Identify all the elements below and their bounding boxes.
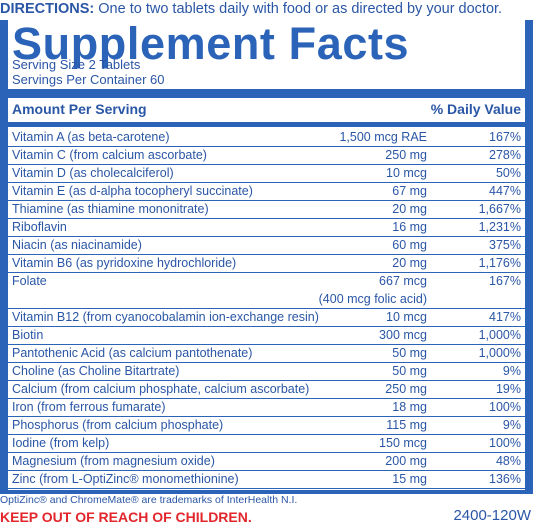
nutrient-name: Riboflavin [12, 220, 67, 234]
nutrient-name: Biotin [12, 328, 44, 342]
nutrient-name: Phosphorus (from calcium phosphate) [12, 418, 224, 432]
nutrient-row: Vitamin B12 (from cyanocobalamin ion-exc… [8, 309, 525, 327]
nutrient-name: Vitamin B12 (from cyanocobalamin ion-exc… [12, 310, 319, 324]
nutrient-amount: 667 mcg [379, 274, 427, 288]
nutrient-name: Vitamin E (as d-alpha tocopheryl succina… [12, 184, 253, 198]
servings-per-container: Servings Per Container 60 [12, 72, 165, 87]
nutrient-name: Niacin (as niacinamide) [12, 238, 142, 252]
nutrient-name: Iron (from ferrous fumarate) [12, 400, 166, 414]
nutrient-amount: 115 mg [386, 418, 427, 432]
nutrient-name: Thiamine (as thiamine mononitrate) [12, 202, 209, 216]
nutrient-amount: 15 mg [392, 472, 427, 486]
directions-label: DIRECTIONS: [0, 1, 95, 17]
nutrient-row: Vitamin B6 (as pyridoxine hydrochloride)… [8, 255, 525, 273]
nutrient-daily-value: 9% [502, 418, 521, 432]
nutrient-row: Thiamine (as thiamine mononitrate) 20 mg 1… [8, 201, 525, 219]
supplement-facts-panel: Supplement Facts Serving Size 2 Tablets … [0, 18, 533, 494]
nutrient-row: Iodine (from kelp) 150 mcg 100% [8, 435, 525, 453]
nutrient-daily-value: 1,000% [478, 328, 521, 342]
nutrient-name: Vitamin D (as cholecalciferol) [12, 166, 174, 180]
nutrient-name: Zinc (from L-OptiZinc® monomethionine) [12, 472, 239, 486]
nutrient-daily-value: 1,667% [478, 202, 521, 216]
supplement-facts-title: Supplement Facts [12, 18, 410, 69]
nutrient-daily-value: 167% [489, 274, 521, 288]
nutrient-daily-value: 100% [489, 436, 521, 450]
nutrient-amount: 18 mg [392, 400, 427, 414]
nutrient-amount: 200 mg [385, 454, 427, 468]
nutrient-row: Phosphorus (from calcium phosphate) 115 m… [8, 417, 525, 435]
nutrient-name: Vitamin C (from calcium ascorbate) [12, 148, 207, 162]
product-code: 2400-120W [453, 507, 531, 524]
nutrient-row: Vitamin A (as beta-carotene) 1,500 mcg RA… [8, 129, 525, 147]
nutrient-name: Vitamin B6 (as pyridoxine hydrochloride) [12, 256, 237, 270]
nutrient-name: Calcium (from calcium phosphate, calcium… [12, 382, 310, 396]
nutrient-name: Folate [12, 274, 47, 288]
nutrient-daily-value: 48% [495, 454, 521, 468]
table-header: Amount Per Serving % Daily Value [12, 101, 521, 118]
nutrient-row: Zinc (from L-OptiZinc® monomethionine) 15… [8, 471, 525, 489]
nutrient-row: Vitamin C (from calcium ascorbate) 250 mg… [8, 147, 525, 165]
daily-value-header: % Daily Value [430, 101, 521, 117]
nutrient-daily-value: 1,231% [478, 220, 521, 234]
nutrient-name: Pantothenic Acid (as calcium pantothenat… [12, 346, 253, 360]
nutrient-amount: 250 mg [385, 148, 427, 162]
nutrient-row: Magnesium (from magnesium oxide) 200 mg 48… [8, 453, 525, 471]
thick-divider [8, 89, 525, 98]
nutrient-amount: 1,500 mcg RAE [339, 130, 427, 144]
nutrient-amount: 10 mcg [386, 166, 427, 180]
serving-size: Serving Size 2 Tablets [12, 57, 141, 72]
nutrient-daily-value: 167% [489, 130, 521, 144]
nutrient-amount: 300 mcg [379, 328, 427, 342]
nutrient-amount: 50 mg [392, 364, 427, 378]
header-divider [8, 122, 525, 127]
nutrient-name: Choline (as Choline Bitartrate) [12, 364, 180, 378]
nutrient-daily-value: 447% [489, 184, 521, 198]
nutrient-amount: 16 mg [392, 220, 427, 234]
directions: DIRECTIONS: One to two tablets daily wit… [0, 0, 533, 18]
nutrient-daily-value: 50% [495, 166, 521, 180]
nutrient-name: Vitamin A (as beta-carotene) [12, 130, 170, 144]
nutrient-daily-value: 136% [489, 472, 521, 486]
nutrient-daily-value: 19% [495, 382, 521, 396]
nutrient-amount: 20 mg [392, 256, 427, 270]
nutrient-row: Vitamin D (as cholecalciferol) 10 mcg 50% [8, 165, 525, 183]
directions-text: One to two tablets daily with food or as… [94, 1, 503, 17]
nutrient-row: Niacin (as niacinamide) 60 mg 375% [8, 237, 525, 255]
nutrient-row: Calcium (from calcium phosphate, calcium… [8, 381, 525, 399]
nutrient-amount: 67 mg [392, 184, 427, 198]
nutrient-amount: 250 mg [385, 382, 427, 396]
nutrient-name: Magnesium (from magnesium oxide) [12, 454, 215, 468]
nutrient-daily-value: 375% [489, 238, 521, 252]
nutrient-amount: 50 mg [392, 346, 427, 360]
nutrient-rows: Vitamin A (as beta-carotene) 1,500 mcg RA… [8, 129, 525, 489]
nutrient-amount-detail: (400 mcg folic acid) [318, 292, 427, 306]
nutrient-row: Biotin 300 mcg 1,000% [8, 327, 525, 345]
nutrient-row: Pantothenic Acid (as calcium pantothenat… [8, 345, 525, 363]
nutrient-row: Riboflavin 16 mg 1,231% [8, 219, 525, 237]
nutrient-name: Iodine (from kelp) [12, 436, 110, 450]
nutrient-row: Vitamin E (as d-alpha tocopheryl succina… [8, 183, 525, 201]
nutrient-daily-value: 417% [489, 310, 521, 324]
footnote-text: OptiZinc® and ChromeMate® are trademarks… [0, 494, 298, 506]
nutrient-amount: 60 mg [392, 238, 427, 252]
trademark-footnote: OptiZinc® and ChromeMate® are trademarks… [0, 494, 297, 507]
nutrient-daily-value: 278% [489, 148, 521, 162]
nutrient-amount: 150 mcg [379, 436, 427, 450]
supplement-facts-inner: Supplement Facts Serving Size 2 Tablets … [8, 18, 525, 490]
nutrient-daily-value: 9% [502, 364, 521, 378]
amount-per-serving-header: Amount Per Serving [12, 101, 147, 117]
nutrient-daily-value: 1,176% [478, 256, 521, 270]
child-warning: KEEP OUT OF REACH OF CHILDREN. [0, 509, 252, 525]
nutrient-amount: 10 mcg [386, 310, 427, 324]
nutrient-row: Iron (from ferrous fumarate) 18 mg 100% [8, 399, 525, 417]
nutrient-daily-value: 1,000% [478, 346, 521, 360]
nutrient-row: Choline (as Choline Bitartrate) 50 mg 9% [8, 363, 525, 381]
nutrient-row: Folate 667 mcg (400 mcg folic acid) 167% [8, 273, 525, 309]
nutrient-amount: 20 mg [392, 202, 427, 216]
nutrient-daily-value: 100% [489, 400, 521, 414]
